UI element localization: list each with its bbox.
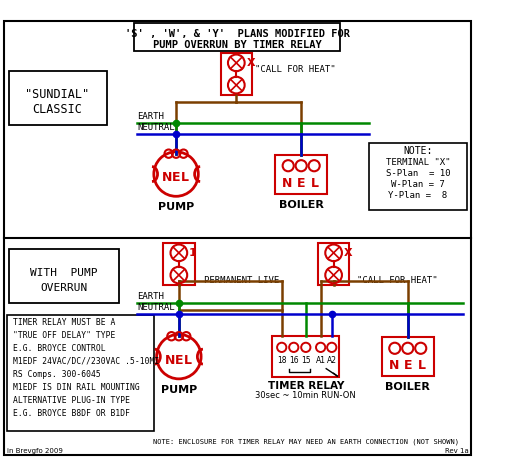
Text: 'S' , 'W', & 'Y'  PLANS MODIFIED FOR: 'S' , 'W', & 'Y' PLANS MODIFIED FOR (125, 29, 350, 39)
Text: Rev 1a: Rev 1a (445, 448, 468, 454)
Text: PERMANENT LIVE: PERMANENT LIVE (204, 276, 279, 285)
Text: N: N (162, 171, 172, 184)
Text: 30sec ~ 10min RUN-ON: 30sec ~ 10min RUN-ON (255, 391, 356, 400)
Text: TERMINAL "X": TERMINAL "X" (386, 158, 450, 167)
Text: "CALL FOR HEAT": "CALL FOR HEAT" (357, 276, 437, 285)
Text: L: L (311, 177, 319, 190)
Text: NEUTRAL: NEUTRAL (137, 123, 175, 132)
Text: N: N (389, 359, 399, 372)
Text: X: X (344, 248, 352, 258)
Bar (275, 155, 327, 194)
Text: E: E (172, 171, 180, 184)
Bar (163, 243, 195, 285)
Text: PUMP: PUMP (158, 202, 194, 212)
Text: X: X (246, 58, 255, 68)
Text: CLASSIC: CLASSIC (33, 103, 82, 116)
Text: S-Plan  = 10: S-Plan = 10 (386, 169, 450, 178)
Bar (134, 23, 340, 51)
Text: A2: A2 (327, 356, 337, 365)
Text: WITH  PUMP: WITH PUMP (30, 268, 98, 278)
Text: E: E (297, 177, 306, 190)
Bar (9, 249, 119, 303)
Bar (9, 71, 106, 125)
Text: NOTE: ENCLOSURE FOR TIMER RELAY MAY NEED AN EARTH CONNECTION (NOT SHOWN): NOTE: ENCLOSURE FOR TIMER RELAY MAY NEED… (153, 438, 459, 445)
Bar (7, 315, 154, 431)
Text: E.G. BROYCE CONTROL: E.G. BROYCE CONTROL (13, 344, 105, 353)
Text: E: E (175, 354, 183, 367)
Text: 16: 16 (289, 356, 298, 365)
Text: "TRUE OFF DELAY" TYPE: "TRUE OFF DELAY" TYPE (13, 331, 115, 340)
Text: L: L (184, 354, 192, 367)
Text: E: E (403, 359, 412, 372)
Text: M1EDF IS DIN RAIL MOUNTING: M1EDF IS DIN RAIL MOUNTING (13, 383, 140, 392)
Text: OVERRUN: OVERRUN (40, 283, 88, 293)
Text: A1: A1 (315, 356, 326, 365)
Text: N: N (282, 177, 292, 190)
Text: Y-Plan =  8: Y-Plan = 8 (389, 191, 447, 200)
Text: RS Comps. 300-6045: RS Comps. 300-6045 (13, 370, 101, 379)
Text: E.G. BROYCE B8DF OR B1DF: E.G. BROYCE B8DF OR B1DF (13, 409, 130, 417)
Text: NEUTRAL: NEUTRAL (137, 303, 175, 312)
Text: PUMP: PUMP (161, 385, 197, 395)
Text: in Brevgfo 2009: in Brevgfo 2009 (7, 448, 63, 454)
Bar (382, 337, 434, 376)
Text: L: L (418, 359, 425, 372)
Text: L: L (181, 171, 189, 184)
Text: PUMP OVERRUN BY TIMER RELAY: PUMP OVERRUN BY TIMER RELAY (153, 40, 322, 50)
Text: "SUNDIAL": "SUNDIAL" (26, 88, 90, 101)
Text: W-Plan = 7: W-Plan = 7 (391, 180, 445, 189)
Text: 15: 15 (301, 356, 311, 365)
Text: N: N (164, 354, 175, 367)
Text: EARTH: EARTH (137, 292, 164, 301)
Text: NOTE:: NOTE: (403, 146, 433, 156)
Text: 1: 1 (189, 248, 197, 258)
Bar (272, 336, 339, 377)
Text: M1EDF 24VAC/DC//230VAC .5-10MI: M1EDF 24VAC/DC//230VAC .5-10MI (13, 357, 159, 366)
Bar (221, 53, 252, 95)
Text: "CALL FOR HEAT": "CALL FOR HEAT" (255, 65, 335, 74)
Bar (318, 243, 349, 285)
Text: ALTERNATIVE PLUG-IN TYPE: ALTERNATIVE PLUG-IN TYPE (13, 396, 130, 405)
Text: BOILER: BOILER (279, 199, 324, 209)
Text: 18: 18 (277, 356, 287, 365)
Text: BOILER: BOILER (386, 382, 430, 392)
Text: EARTH: EARTH (137, 112, 164, 121)
Text: TIMER RELAY: TIMER RELAY (268, 381, 344, 391)
Text: TIMER RELAY MUST BE A: TIMER RELAY MUST BE A (13, 318, 115, 327)
Bar (369, 143, 467, 210)
